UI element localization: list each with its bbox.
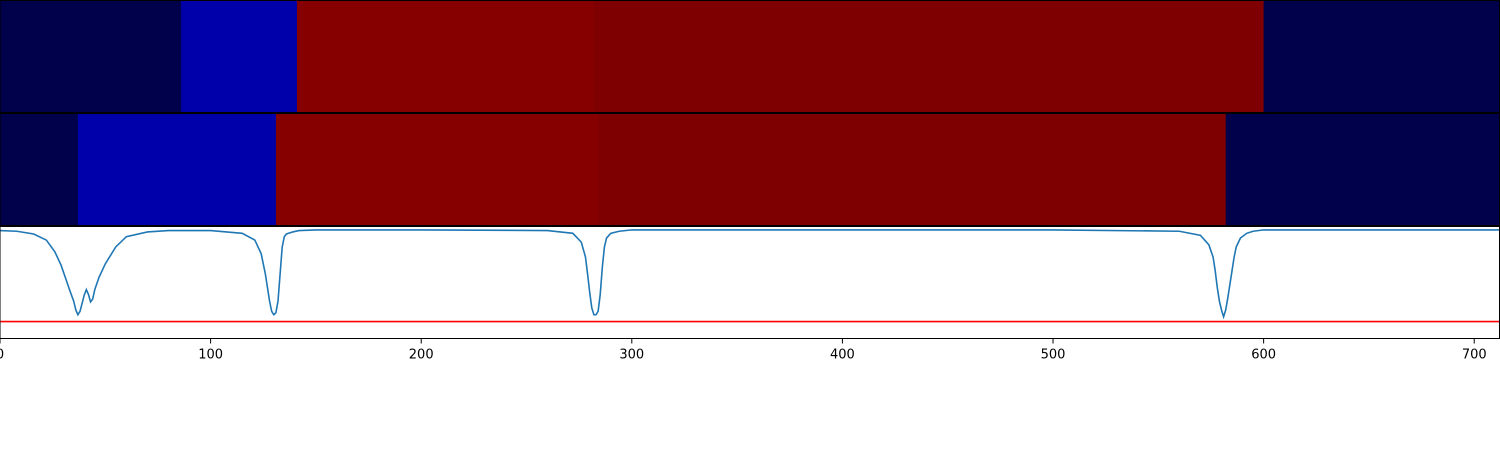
- x-tick-label: 400: [830, 348, 855, 363]
- heatmap-cell-4: [1225, 113, 1500, 226]
- heatmap-panel-top: [0, 0, 1500, 113]
- heatmap-cell-3: [593, 0, 1265, 113]
- x-tick-label: 0: [0, 348, 4, 363]
- heatmap-cell-4: [1263, 0, 1500, 113]
- line-plot-panel: [0, 226, 1500, 339]
- x-tick-label: 100: [198, 348, 223, 363]
- x-axis: 0 100 200 300 400 500 600 700: [0, 338, 1487, 363]
- x-tick-label: 600: [1251, 348, 1276, 363]
- heatmap-cell-0: [0, 0, 182, 113]
- heatmap-cell-0: [0, 113, 79, 226]
- heatmap-cell-2: [275, 113, 599, 226]
- series-line-signal: [0, 229, 1500, 320]
- heatmap-cell-1: [181, 0, 298, 113]
- heatmap-cell-2: [296, 0, 595, 113]
- x-tick-label: 200: [409, 348, 434, 363]
- heatmap-cell-3: [598, 113, 1227, 226]
- x-tick-label: 500: [1041, 348, 1066, 363]
- heatmap-panel-middle: [0, 113, 1500, 226]
- x-tick-label: 700: [1462, 348, 1487, 363]
- heatmap-cell-1: [77, 113, 277, 226]
- x-tick-label: 300: [619, 348, 644, 363]
